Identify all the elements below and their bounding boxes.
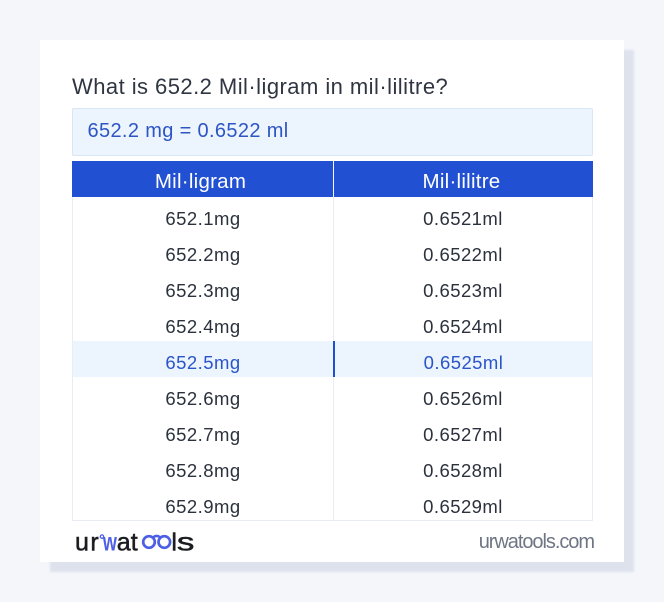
svg-text:r: r — [90, 529, 98, 557]
svg-text:s: s — [177, 529, 195, 557]
svg-text:u: u — [75, 529, 89, 557]
svg-text:w: w — [102, 529, 117, 557]
svg-text:l: l — [171, 529, 177, 557]
svg-text:a: a — [117, 529, 131, 557]
svg-text:t: t — [131, 529, 138, 557]
